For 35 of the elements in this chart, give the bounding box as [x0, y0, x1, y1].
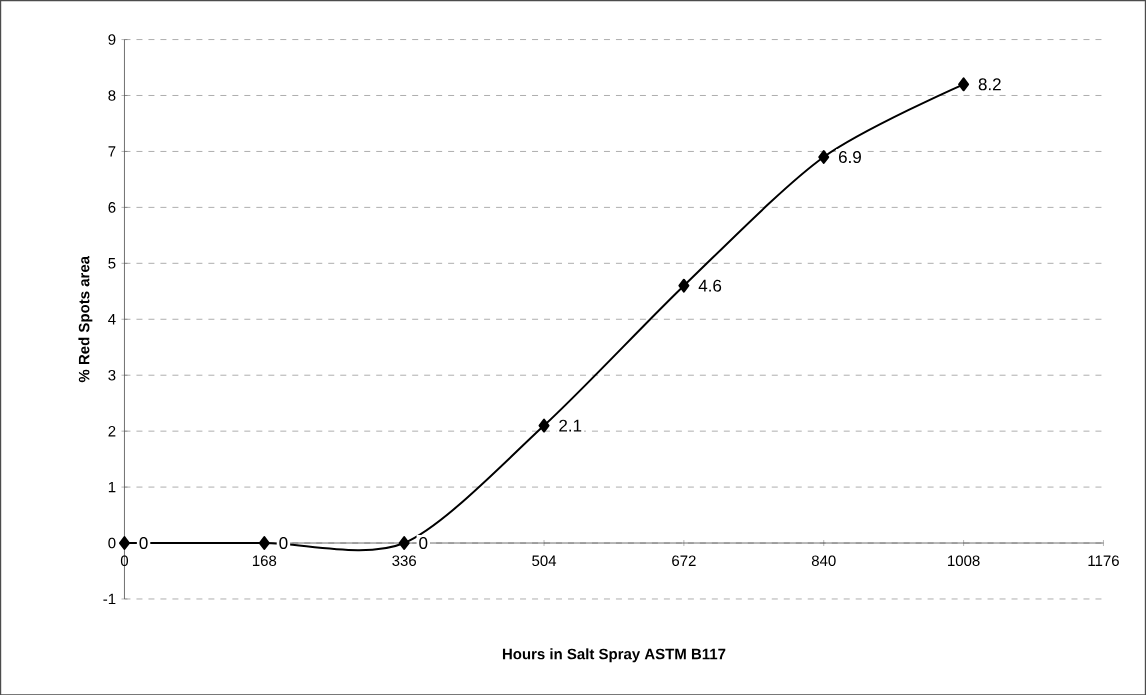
- point: [818, 149, 830, 164]
- x-axis-title: Hours in Salt Spray ASTM B117: [502, 648, 726, 663]
- x-tick-label: 1176: [1088, 555, 1119, 566]
- y-tick-label: 6: [108, 201, 116, 213]
- point: [118, 535, 130, 550]
- y-tick-label: 1: [108, 481, 116, 493]
- point: [538, 418, 550, 433]
- data-label: 0: [419, 536, 428, 549]
- point: [398, 535, 410, 550]
- y-tick-label: 4: [108, 313, 116, 325]
- x-tick-label: 336: [392, 555, 417, 566]
- y-tick-label: 3: [108, 369, 116, 381]
- x-tick-label: 840: [811, 555, 836, 566]
- data-label: 4.6: [698, 279, 722, 292]
- y-tick-label: 5: [108, 257, 116, 269]
- y-tick-label: 0: [108, 537, 116, 549]
- y-tick-label: 9: [108, 34, 116, 45]
- y-tick-label: 2: [108, 425, 116, 437]
- x-tick-label: 672: [672, 555, 696, 566]
- x-tick-label: 168: [252, 555, 277, 566]
- data-label: 8.2: [978, 78, 1001, 91]
- y-tick-label: -1: [103, 593, 116, 604]
- y-axis-title: % Red Spots area: [78, 255, 93, 382]
- x-tick-label: 1008: [948, 555, 980, 566]
- data-label: 0: [279, 536, 288, 549]
- x-tick-label: 0: [120, 555, 129, 566]
- data-label: 6.9: [839, 150, 861, 163]
- y-tick-label: 8: [108, 89, 116, 101]
- y-tick-label: 7: [108, 146, 116, 157]
- x-tick-label: 504: [532, 555, 557, 566]
- point: [678, 278, 690, 293]
- point: [258, 535, 270, 550]
- data-label: 2.1: [559, 419, 582, 432]
- point: [958, 77, 970, 92]
- data-label: 0: [139, 536, 148, 549]
